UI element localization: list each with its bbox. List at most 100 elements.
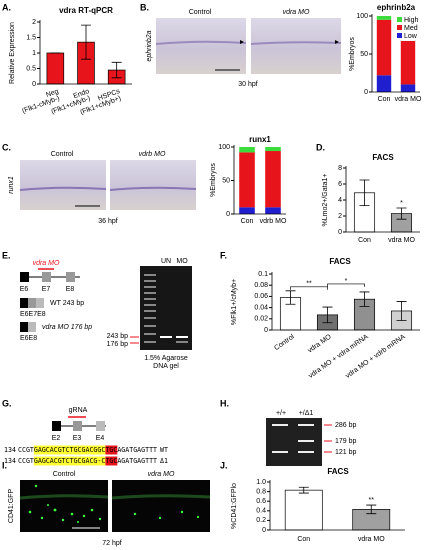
panel-i: Control vdra MO CD41:GFP 72 hpf — [8, 471, 211, 547]
bar-segment — [265, 207, 281, 214]
band-label: 176 bp — [107, 341, 129, 348]
column-label: Control — [53, 471, 76, 478]
sequence: TGC — [105, 457, 117, 465]
y-tick-label: 8 — [338, 165, 342, 172]
chart-title: FACS — [329, 257, 351, 266]
stage-label: 72 hpf — [102, 540, 122, 547]
axis — [233, 145, 286, 215]
highlight — [33, 445, 106, 455]
panel-label: E. — [2, 250, 11, 260]
legend-label: High — [404, 17, 419, 24]
exon — [42, 272, 51, 282]
chart: FACS %Lmo2+/Gata1+ 0 2 4 6 8 * Con vdra MO — [322, 153, 420, 244]
y-axis-label: %Flk1+/cMyb+ — [231, 279, 238, 325]
band-label: 243 bp — [107, 333, 129, 340]
error-bar — [396, 301, 407, 321]
panel-label: J. — [220, 460, 228, 470]
exon — [20, 322, 28, 332]
x-tick-label: vdra MO — [358, 536, 385, 543]
y-tick-label: 0.1 — [258, 271, 268, 278]
exon-label: E7 — [42, 286, 51, 293]
axis — [371, 14, 420, 93]
y-tick-label: 0 — [262, 527, 266, 534]
y-tick-label: 6 — [338, 181, 342, 188]
product-label: WT 243 bp — [50, 300, 84, 307]
y-tick-label: 50 — [360, 51, 368, 58]
sequence: GAGCACGTCTGCGACG-C — [34, 457, 105, 465]
stain — [155, 40, 342, 45]
exon — [96, 421, 105, 431]
genotype: WT — [160, 446, 168, 454]
tissue — [19, 494, 211, 500]
column-label: Control — [189, 9, 212, 16]
bar-segment — [239, 207, 255, 214]
band-label: 179 bp — [335, 438, 357, 445]
exon — [73, 421, 82, 431]
stage-label: 30 hpf — [238, 81, 258, 88]
y-tick-label: 0 — [264, 327, 268, 334]
y-tick-label: 2 — [32, 19, 36, 26]
axis — [39, 20, 132, 85]
genotype: Δ1 — [160, 457, 168, 465]
y-tick-label: 0.8 — [256, 488, 266, 495]
y-tick-label: 0 — [226, 211, 230, 218]
comparison-label: * — [345, 278, 348, 285]
panel-label: G. — [2, 398, 12, 408]
mo-label: vdra MO — [33, 260, 60, 267]
guide-label: gRNA — [69, 407, 88, 414]
sequence: AGATGAGTTT — [117, 446, 157, 454]
bar — [284, 489, 323, 531]
exon — [20, 298, 28, 308]
panel-e: vdra MO E6 E7 E8 WT 243 bp E6E7E8 vdra M… — [20, 258, 192, 370]
bar-segment — [376, 75, 392, 92]
chart: runx1 %Embryos 0 50 100 Con vdrb MO — [210, 135, 287, 225]
band-label: 286 bp — [335, 422, 357, 429]
exon-label: E3 — [73, 435, 82, 442]
band-marker — [324, 424, 332, 453]
x-tick-label: vdra MO — [388, 237, 415, 244]
bar-segment — [239, 147, 255, 153]
y-tick-label: 1 — [32, 50, 36, 57]
axis — [271, 272, 420, 331]
x-tick-label: vdra MO + vdra mRNA — [308, 333, 370, 380]
y-axis-label: %Embryos — [210, 163, 217, 197]
column-label: vdrb MO — [139, 151, 166, 158]
sequence: GAGCACGTCTGCGACGGC — [34, 446, 105, 454]
bar — [46, 52, 65, 85]
error-bar — [396, 207, 407, 220]
bar-segment — [376, 19, 392, 76]
error-bar — [285, 290, 296, 305]
chart-title: ephrinb2a — [377, 3, 416, 12]
gene-label: runx1 — [8, 176, 15, 194]
y-tick-label: 100 — [218, 144, 230, 151]
axis — [269, 480, 405, 531]
chart-title: vdra RT-qPCR — [59, 6, 113, 15]
panel-label: A. — [2, 2, 11, 12]
x-tick-label: vdra MO + vdrb mRNA — [345, 333, 407, 380]
exon-label: E6 — [20, 286, 29, 293]
panel-label: C. — [2, 142, 11, 152]
y-tick-label: 1.0 — [256, 479, 266, 486]
panel-label: H. — [220, 398, 229, 408]
micrograph — [156, 18, 246, 74]
exon-label: E6E8 — [20, 335, 37, 342]
sequence-start: 134 — [4, 457, 16, 465]
sequence: TGC — [105, 446, 117, 454]
bar-segment — [400, 84, 416, 92]
x-tick-label: vdra MO — [395, 96, 422, 103]
sequences: 134 CCGT GAGCACGTCTGCGACGGC TGC AGATGAGTTT WT… — [4, 445, 168, 466]
error-bar — [298, 486, 309, 494]
bar-segment — [376, 16, 392, 20]
highlight — [105, 445, 118, 455]
y-tick-label: 0.06 — [254, 293, 268, 300]
y-tick-label: 2 — [338, 213, 342, 220]
y-tick-label: 100 — [356, 13, 368, 20]
micrograph — [112, 480, 210, 532]
y-tick-label: 0.5 — [26, 65, 36, 72]
column-label: vdra MO — [148, 471, 175, 478]
y-tick-label: 4 — [338, 197, 342, 204]
bar-segment — [239, 152, 255, 208]
exon-label: E4 — [96, 435, 105, 442]
gel-caption: DNA gel — [153, 363, 179, 370]
